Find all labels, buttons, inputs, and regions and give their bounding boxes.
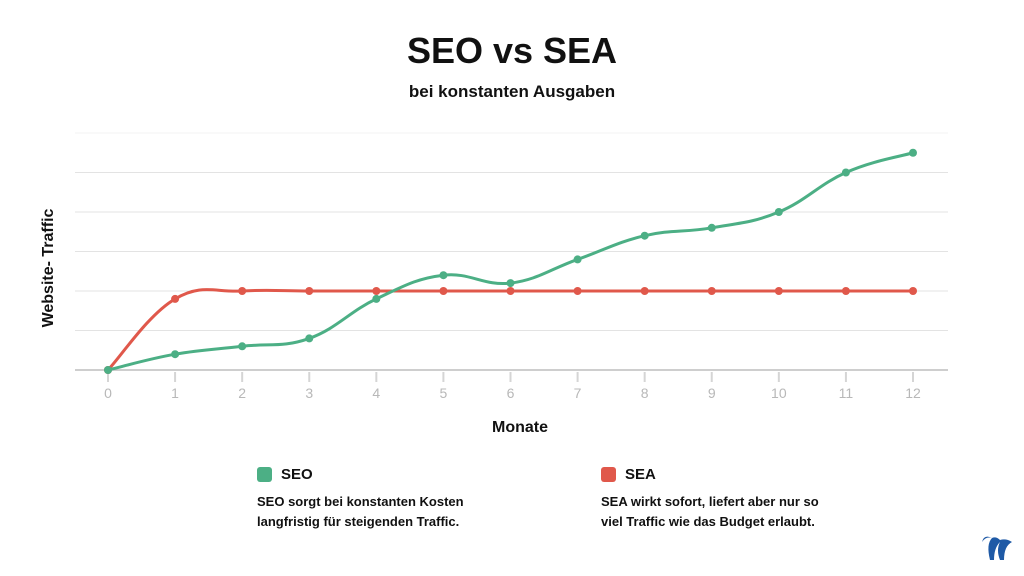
legend-description-seo: SEO sorgt bei konstanten Kosten langfris… [257, 492, 464, 532]
data-point-seo [640, 231, 649, 240]
x-tick-label: 7 [574, 385, 582, 401]
legend-swatch-seo [257, 467, 272, 482]
data-point-seo [104, 366, 112, 374]
x-tick-label: 6 [507, 385, 515, 401]
data-point-seo [439, 271, 448, 280]
legend-seo-line1: SEO sorgt bei konstanten Kosten [257, 494, 464, 509]
x-tick-label: 9 [708, 385, 716, 401]
x-tick-label: 8 [641, 385, 649, 401]
brand-w-logo-icon [982, 536, 1012, 560]
data-point-sea [640, 287, 649, 295]
x-tick-label: 2 [238, 385, 246, 401]
data-point-seo [305, 334, 314, 343]
x-tick-label: 10 [771, 385, 787, 401]
data-point-seo [171, 350, 180, 359]
x-tick-label: 3 [305, 385, 313, 401]
data-point-sea [707, 287, 716, 295]
data-point-seo [372, 294, 381, 303]
series-line-seo [107, 151, 914, 372]
data-point-seo [909, 148, 917, 157]
chart-subtitle: bei konstanten Ausgaben [408, 82, 616, 101]
legend-sea-line1: SEA wirkt sofort, liefert aber nur so [601, 494, 819, 509]
x-tick-label: 1 [171, 385, 179, 401]
data-point-seo [573, 255, 582, 264]
data-point-sea [774, 287, 783, 295]
legend-label-sea: SEA [625, 466, 656, 483]
data-point-sea [439, 287, 448, 295]
data-point-sea [573, 287, 582, 295]
data-point-sea [841, 287, 850, 295]
data-point-sea [372, 287, 381, 295]
data-point-seo [506, 279, 515, 288]
x-tick-label: 5 [440, 385, 448, 401]
x-tick-label: 4 [372, 385, 380, 401]
data-point-sea [909, 287, 917, 295]
data-point-sea [506, 287, 515, 295]
legend-seo-line2: langfristig für steigenden Traffic. [257, 514, 460, 529]
y-axis-label: Website- Traffic [40, 208, 57, 327]
legend-sea-line2: viel Traffic wie das Budget erlaubt. [601, 514, 815, 529]
data-point-seo [774, 208, 783, 216]
data-point-sea [238, 287, 247, 295]
data-point-seo [238, 342, 247, 351]
data-point-seo [707, 223, 716, 232]
x-tick-label: 12 [905, 385, 921, 401]
x-tick-label: 0 [104, 385, 112, 401]
data-point-sea [305, 287, 314, 295]
legend-swatch-sea [601, 467, 616, 482]
series-line-sea [106, 288, 913, 372]
data-point-sea [171, 294, 180, 303]
data-point-seo [841, 168, 850, 177]
x-axis-label: Monate [492, 419, 548, 436]
chart-title: SEO vs SEA [406, 30, 618, 71]
legend-description-sea: SEA wirkt sofort, liefert aber nur so vi… [601, 492, 819, 532]
legend-label-seo: SEO [281, 466, 313, 483]
x-tick-label: 11 [839, 385, 854, 401]
